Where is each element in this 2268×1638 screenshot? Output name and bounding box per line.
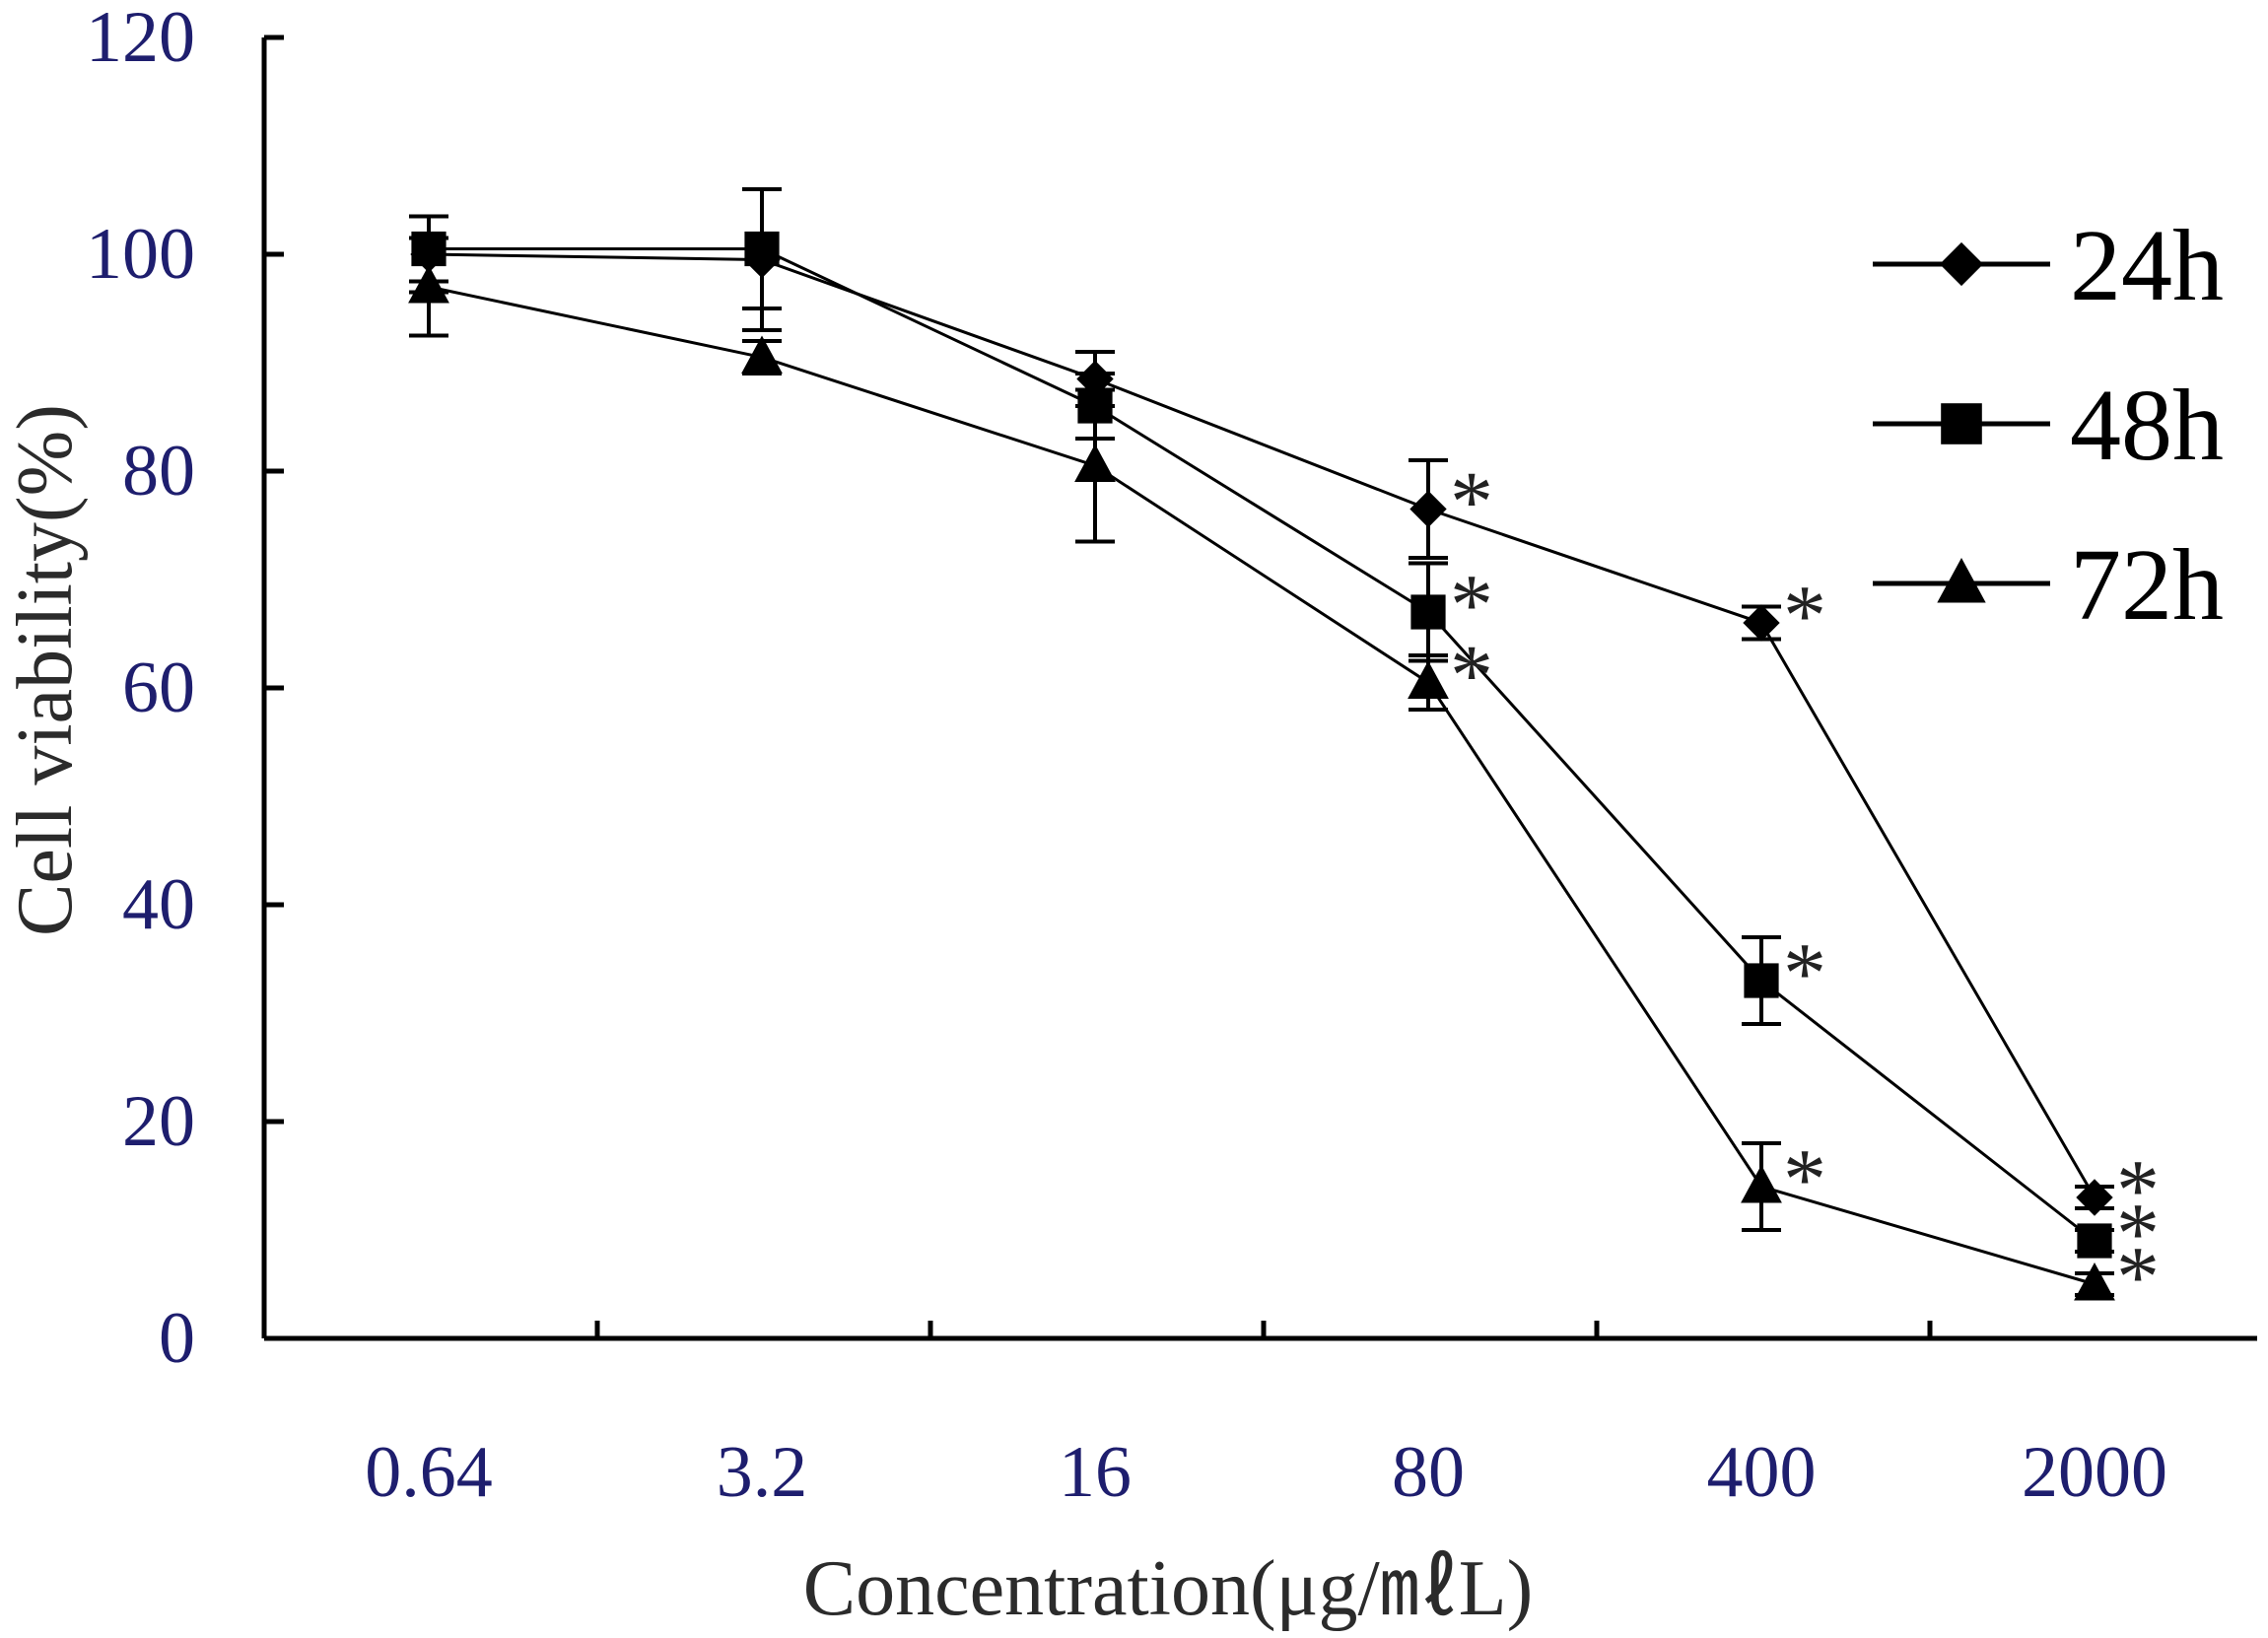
y-tick-label: 80	[122, 431, 195, 512]
legend-marker-diamond	[1939, 241, 1984, 287]
series-line-24h	[428, 252, 2096, 1198]
data-point	[1408, 660, 1449, 699]
legend-marker-triangle	[1937, 558, 1986, 603]
x-tick-label: 16	[1059, 1432, 1132, 1513]
y-axis-title: Cell viability(%)	[2, 404, 89, 936]
y-tick-label: 120	[86, 0, 195, 78]
legend-label: 48h	[2070, 369, 2224, 482]
data-point	[744, 231, 780, 267]
data-point	[2077, 1223, 2112, 1259]
significance-label: *	[1450, 558, 1493, 653]
significance-label: *	[2116, 1187, 2160, 1282]
legend-label: 72h	[2070, 528, 2224, 642]
data-point	[1410, 594, 1446, 630]
data-point	[1744, 963, 1779, 998]
y-tick-label: 0	[159, 1298, 195, 1379]
data-point	[1409, 490, 1447, 528]
data-point	[2076, 1179, 2113, 1216]
significance-label: *	[1783, 1132, 1826, 1228]
data-point	[1743, 604, 1780, 642]
legend-label: 24h	[2070, 209, 2224, 322]
x-tick-label: 80	[1392, 1432, 1465, 1513]
y-tick-label: 100	[86, 214, 195, 295]
x-axis-title: Concentration(μg/㎖L)	[803, 1545, 1533, 1632]
data-point	[741, 335, 783, 374]
significance-label: *	[2116, 1143, 2160, 1239]
x-tick-label: 0.64	[365, 1432, 493, 1513]
x-tick-label: 400	[1707, 1432, 1817, 1513]
x-tick-label: 3.2	[717, 1432, 808, 1513]
data-point	[1074, 444, 1116, 482]
significance-label: *	[1450, 629, 1493, 724]
significance-label: *	[1450, 455, 1493, 551]
data-point	[408, 265, 449, 304]
data-point	[1741, 1165, 1782, 1203]
y-tick-label: 20	[122, 1081, 195, 1162]
x-tick-label: 2000	[2022, 1432, 2167, 1513]
y-tick-label: 40	[122, 864, 195, 945]
data-point	[2074, 1263, 2115, 1301]
significance-label: *	[1783, 926, 1826, 1022]
legend-marker-square	[1941, 403, 1982, 444]
series-line-48h	[429, 247, 2096, 1243]
series-line-72h	[428, 285, 2096, 1286]
significance-label: *	[2116, 1230, 2160, 1326]
significance-label: *	[1783, 569, 1826, 664]
y-tick-label: 60	[122, 648, 195, 728]
